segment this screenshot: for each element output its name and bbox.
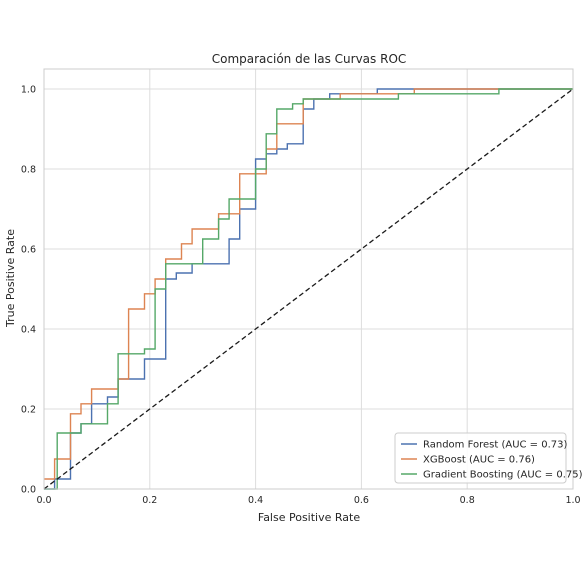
y-axis-label: True Positive Rate (4, 229, 17, 328)
x-tick-label: 0.8 (460, 495, 475, 506)
legend-box (394, 432, 567, 484)
x-tick-label: 0.4 (248, 495, 263, 506)
plot-frame (43, 68, 574, 490)
y-tick-label: 0.8 (21, 165, 36, 176)
legend: Random Forest (AUC = 0.73) XGBoost (AUC =… (394, 432, 583, 484)
y-tick-label: 0.2 (21, 405, 36, 416)
grid (43, 69, 574, 490)
series-layer (43, 88, 574, 490)
tick-labels: 0.0 0.2 0.4 0.6 0.8 1.0 0.0 0.2 0.4 0.6 0.8 1.0 (21, 85, 581, 507)
x-tick-label: 0.6 (354, 495, 369, 506)
x-tick-label: 0.0 (36, 495, 51, 506)
legend-label: Random Forest (AUC = 0.73) (423, 440, 567, 451)
y-tick-label: 1.0 (21, 85, 36, 96)
y-tick-label: 0.4 (21, 325, 36, 336)
y-tick-label: 0.0 (21, 485, 36, 496)
diagonal-reference-line (43, 88, 574, 490)
x-axis-label: False Positive Rate (258, 511, 360, 524)
series-line-3 (44, 88, 573, 490)
x-tick-label: 0.2 (142, 495, 157, 506)
series-line-2 (44, 88, 573, 480)
chart-title: Comparación de las Curvas ROC (212, 52, 407, 66)
legend-label: Gradient Boosting (AUC = 0.75) (423, 470, 583, 481)
legend-label: XGBoost (AUC = 0.76) (423, 455, 535, 466)
x-tick-label: 1.0 (565, 495, 580, 506)
y-tick-label: 0.6 (21, 245, 36, 256)
